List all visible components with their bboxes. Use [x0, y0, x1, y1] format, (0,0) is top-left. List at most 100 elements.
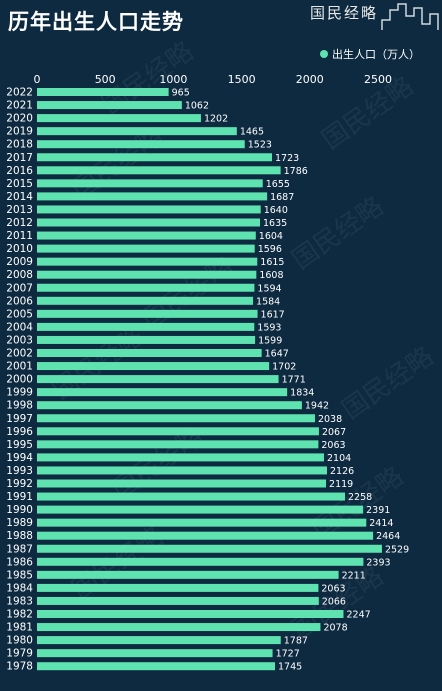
bar — [37, 114, 201, 123]
bar — [37, 492, 345, 501]
bar-value-label: 1687 — [270, 192, 294, 203]
bar — [37, 244, 255, 253]
x-tick-label: 0 — [34, 73, 41, 86]
bar-value-label: 1786 — [284, 166, 308, 177]
bar — [37, 127, 237, 136]
bar — [37, 453, 324, 462]
bar — [37, 570, 339, 579]
y-tick-label: 1978 — [6, 661, 33, 673]
x-tick-label: 1500 — [228, 73, 256, 86]
bar-value-label: 1655 — [266, 179, 290, 190]
bar — [37, 322, 255, 331]
y-tick-label: 1997 — [6, 413, 33, 425]
bar-value-label: 2529 — [385, 544, 409, 555]
bar-value-label: 2211 — [342, 570, 366, 581]
y-tick-label: 1998 — [6, 400, 33, 412]
y-tick-label: 1987 — [6, 543, 33, 555]
bar-value-label: 1465 — [240, 127, 264, 138]
bar-value-label: 1640 — [264, 205, 288, 216]
bar — [37, 179, 263, 188]
y-tick-label: 2012 — [6, 217, 33, 229]
bar-value-label: 1615 — [260, 257, 284, 268]
bar-value-label: 1594 — [257, 283, 281, 294]
bar — [37, 531, 374, 540]
bar-value-label: 2126 — [330, 466, 354, 477]
y-tick-label: 1996 — [6, 426, 33, 438]
bar-value-label: 1596 — [258, 244, 282, 255]
bar — [37, 544, 382, 553]
legend-swatch — [320, 50, 328, 58]
bar — [37, 557, 364, 566]
bar-value-label: 1771 — [282, 375, 306, 386]
bar — [37, 505, 364, 514]
bar — [37, 270, 257, 279]
bar — [37, 153, 273, 162]
y-tick-label: 2004 — [6, 321, 33, 333]
bar-value-label: 2119 — [329, 479, 353, 490]
bar — [37, 101, 182, 110]
bar — [37, 662, 276, 671]
bar — [37, 362, 270, 371]
bar — [37, 192, 268, 201]
y-tick-label: 1999 — [6, 387, 33, 399]
bar-value-label: 1702 — [272, 362, 296, 373]
bar — [37, 466, 327, 475]
bar-value-label: 1584 — [256, 296, 280, 307]
bar — [37, 218, 261, 227]
bar — [37, 296, 254, 305]
bar — [37, 375, 279, 384]
bar — [37, 283, 255, 292]
watermark: 国民经略 — [287, 191, 389, 275]
y-tick-label: 2022 — [6, 87, 33, 99]
legend-label: 出生人口（万人） — [332, 48, 420, 61]
bar — [37, 479, 327, 488]
bar — [37, 388, 288, 397]
y-tick-label: 1980 — [6, 635, 33, 647]
bar-value-label: 1635 — [263, 218, 287, 229]
y-tick-label: 1995 — [6, 439, 33, 451]
brand-logo: 国民经略 — [310, 4, 379, 22]
bar-value-label: 2391 — [366, 505, 390, 516]
bar — [37, 440, 319, 449]
y-tick-label: 2007 — [6, 282, 33, 294]
bar — [37, 401, 302, 410]
bar — [37, 88, 169, 96]
bar-value-label: 2258 — [348, 492, 372, 503]
bar-value-label: 1745 — [278, 662, 302, 673]
x-axis-ticks: 0 500 1000 1500 2000 2500 — [34, 73, 393, 86]
bar-value-label: 2063 — [321, 440, 345, 451]
y-tick-label: 2020 — [6, 113, 33, 125]
y-tick-label: 1993 — [6, 465, 33, 477]
y-tick-label: 1985 — [6, 569, 33, 581]
bar-value-label: 1593 — [257, 322, 281, 333]
y-tick-label: 2005 — [6, 308, 33, 320]
y-tick-label: 1988 — [6, 530, 33, 542]
y-tick-label: 1979 — [6, 648, 33, 660]
bar — [37, 205, 261, 214]
y-tick-label: 2009 — [6, 256, 33, 268]
y-tick-label: 1990 — [6, 504, 33, 516]
bar — [37, 166, 281, 175]
y-tick-label: 1983 — [6, 595, 33, 607]
bar-value-label: 1723 — [275, 153, 299, 164]
bar-value-label: 2464 — [376, 531, 400, 542]
y-tick-label: 2000 — [6, 374, 33, 386]
bar-value-label: 1599 — [258, 335, 282, 346]
chart-title: 历年出生人口走势 — [8, 10, 184, 34]
bar-value-label: 2078 — [323, 623, 347, 634]
y-tick-label: 1986 — [6, 556, 33, 568]
bar — [37, 636, 281, 645]
bar-value-label: 1942 — [305, 401, 329, 412]
bar — [37, 231, 256, 240]
bar — [37, 427, 319, 436]
bar — [37, 610, 344, 618]
bar — [37, 623, 321, 632]
chart-legend: 出生人口（万人） — [320, 46, 420, 62]
bar — [37, 649, 273, 658]
watermark: 国民经略 — [337, 341, 439, 425]
y-tick-label: 1981 — [6, 622, 33, 634]
y-tick-label: 2010 — [6, 243, 33, 255]
bar — [37, 414, 315, 423]
skyline-logo-icon — [381, 3, 439, 30]
